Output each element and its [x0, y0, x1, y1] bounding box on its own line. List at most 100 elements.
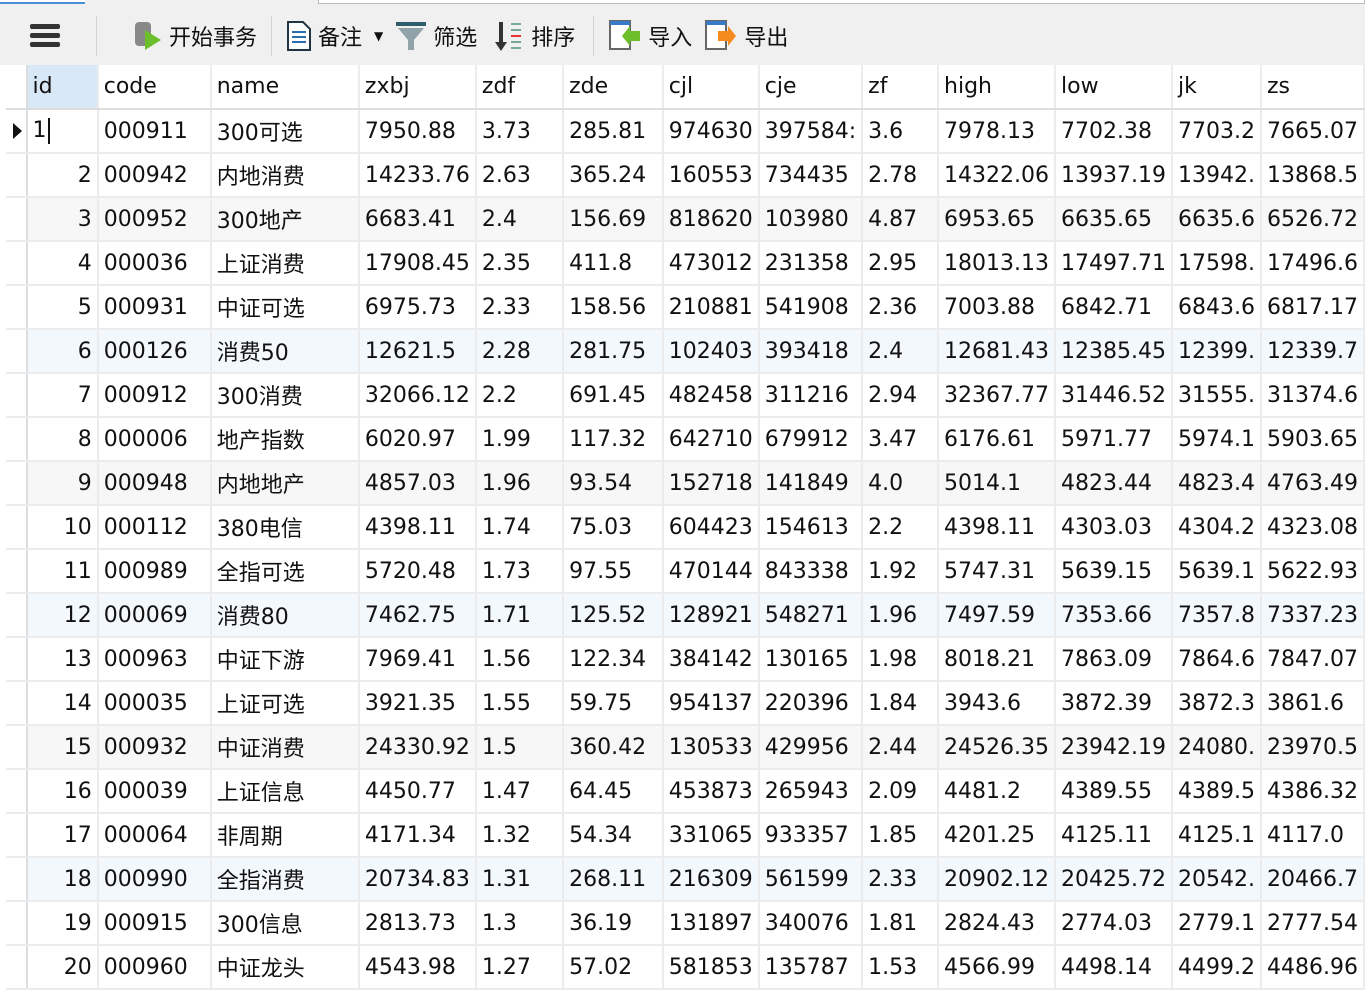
cell-zde[interactable]: 64.45: [563, 769, 664, 814]
cell-id[interactable]: 12: [26, 593, 99, 638]
cell-cje[interactable]: 220396: [758, 681, 864, 726]
cell-cje[interactable]: 141849: [758, 461, 864, 506]
row-selector[interactable]: [6, 725, 28, 770]
cell-cje[interactable]: 393418: [758, 329, 864, 374]
cell-id[interactable]: 2: [26, 153, 99, 198]
filter-button[interactable]: 筛选: [391, 14, 481, 58]
cell-cjl[interactable]: 130533: [662, 725, 760, 770]
cell-code[interactable]: 000932: [97, 725, 212, 770]
row-selector[interactable]: [6, 681, 28, 726]
cell-name[interactable]: 中证可选: [210, 285, 360, 330]
cell-zf[interactable]: 1.53: [862, 945, 940, 990]
table-row[interactable]: 5 000931 中证可选 6975.73 2.33 158.56 210881 541908…: [6, 285, 1365, 330]
chevron-down-icon[interactable]: ▼: [374, 28, 384, 43]
cell-code[interactable]: 000112: [97, 505, 212, 550]
column-header-zde[interactable]: zde: [563, 65, 664, 110]
cell-cje[interactable]: 843338: [758, 549, 864, 594]
cell-zf[interactable]: 2.36: [862, 285, 940, 330]
export-button[interactable]: 导出: [700, 14, 796, 58]
cell-high[interactable]: 7003.88: [938, 285, 1056, 330]
cell-cje[interactable]: 429956: [758, 725, 864, 770]
cell-zxbj[interactable]: 6975.73: [358, 285, 477, 330]
cell-zxbj[interactable]: 12621.5: [358, 329, 477, 374]
cell-high[interactable]: 2824.43: [938, 901, 1056, 946]
cell-low[interactable]: 31446.52: [1055, 373, 1173, 418]
cell-name[interactable]: 300信息: [210, 901, 360, 946]
cell-low[interactable]: 2774.03: [1055, 901, 1173, 946]
cell-code[interactable]: 000960: [97, 945, 212, 990]
cell-zde[interactable]: 285.81: [563, 109, 664, 154]
menu-button[interactable]: [0, 14, 90, 58]
cell-name[interactable]: 300地产: [210, 197, 360, 242]
cell-cje[interactable]: 933357: [758, 813, 864, 858]
cell-id[interactable]: 20: [26, 945, 99, 990]
cell-zde[interactable]: 281.75: [563, 329, 664, 374]
cell-code[interactable]: 000963: [97, 637, 212, 682]
cell-zxbj[interactable]: 32066.12: [358, 373, 477, 418]
cell-jk[interactable]: 7703.2: [1171, 109, 1262, 154]
cell-jk[interactable]: 7357.8: [1171, 593, 1262, 638]
cell-high[interactable]: 5747.31: [938, 549, 1056, 594]
cell-code[interactable]: 000036: [97, 241, 212, 286]
cell-jk[interactable]: 7864.6: [1171, 637, 1262, 682]
column-header-cjl[interactable]: cjl: [662, 65, 760, 110]
cell-cjl[interactable]: 473012: [662, 241, 760, 286]
cell-code[interactable]: 000990: [97, 857, 212, 902]
cell-code[interactable]: 000911: [97, 109, 212, 154]
cell-name[interactable]: 上证可选: [210, 681, 360, 726]
column-header-cje[interactable]: cje: [758, 65, 864, 110]
cell-zdf[interactable]: 2.35: [475, 241, 565, 286]
cell-zdf[interactable]: 2.4: [475, 197, 565, 242]
cell-low[interactable]: 3872.39: [1055, 681, 1173, 726]
column-header-low[interactable]: low: [1055, 65, 1173, 110]
cell-zf[interactable]: 3.6: [862, 109, 940, 154]
table-row[interactable]: 14 000035 上证可选 3921.35 1.55 59.75 954137 220396…: [6, 681, 1365, 726]
cell-jk[interactable]: 3872.3: [1171, 681, 1262, 726]
table-row[interactable]: 6 000126 消费50 12621.5 2.28 281.75 102403 393418…: [6, 329, 1365, 374]
cell-low[interactable]: 17497.71: [1055, 241, 1173, 286]
cell-zdf[interactable]: 1.5: [475, 725, 565, 770]
cell-zs[interactable]: 4763.49: [1260, 461, 1365, 506]
column-header-high[interactable]: high: [938, 65, 1056, 110]
cell-zs[interactable]: 12339.7: [1260, 329, 1365, 374]
row-selector[interactable]: [6, 329, 28, 374]
cell-zs[interactable]: 5622.93: [1260, 549, 1365, 594]
cell-name[interactable]: 380电信: [210, 505, 360, 550]
cell-high[interactable]: 6176.61: [938, 417, 1056, 462]
cell-name[interactable]: 中证下游: [210, 637, 360, 682]
table-row[interactable]: 8 000006 地产指数 6020.97 1.99 117.32 642710 679912…: [6, 417, 1365, 462]
table-row[interactable]: 11 000989 全指可选 5720.48 1.73 97.55 470144 843338…: [6, 549, 1365, 594]
cell-cjl[interactable]: 470144: [662, 549, 760, 594]
cell-zf[interactable]: 2.94: [862, 373, 940, 418]
cell-high[interactable]: 24526.35: [938, 725, 1056, 770]
cell-zs[interactable]: 4323.08: [1260, 505, 1365, 550]
column-header-name[interactable]: name: [210, 65, 360, 110]
cell-name[interactable]: 消费50: [210, 329, 360, 374]
cell-id[interactable]: 18: [26, 857, 99, 902]
cell-name[interactable]: 上证信息: [210, 769, 360, 814]
cell-low[interactable]: 7353.66: [1055, 593, 1173, 638]
cell-zf[interactable]: 2.09: [862, 769, 940, 814]
cell-zdf[interactable]: 2.63: [475, 153, 565, 198]
cell-zxbj[interactable]: 4857.03: [358, 461, 477, 506]
table-row[interactable]: 2 000942 内地消费 14233.76 2.63 365.24 160553 73443…: [6, 153, 1365, 198]
cell-low[interactable]: 4498.14: [1055, 945, 1173, 990]
column-header-id[interactable]: id: [26, 65, 99, 110]
cell-high[interactable]: 7978.13: [938, 109, 1056, 154]
cell-cjl[interactable]: 974630: [662, 109, 760, 154]
cell-zs[interactable]: 7847.07: [1260, 637, 1365, 682]
cell-zdf[interactable]: 1.73: [475, 549, 565, 594]
cell-low[interactable]: 23942.19: [1055, 725, 1173, 770]
cell-jk[interactable]: 5974.1: [1171, 417, 1262, 462]
row-selector[interactable]: [6, 373, 28, 418]
cell-cje[interactable]: 265943: [758, 769, 864, 814]
cell-zf[interactable]: 3.47: [862, 417, 940, 462]
table-row[interactable]: 18 000990 全指消费 20734.83 1.31 268.11 216309 5615…: [6, 857, 1365, 902]
cell-cjl[interactable]: 128921: [662, 593, 760, 638]
cell-zf[interactable]: 1.96: [862, 593, 940, 638]
column-header-zs[interactable]: zs: [1260, 65, 1365, 110]
row-selector[interactable]: [6, 461, 28, 506]
cell-jk[interactable]: 2779.1: [1171, 901, 1262, 946]
cell-zde[interactable]: 360.42: [563, 725, 664, 770]
cell-cjl[interactable]: 453873: [662, 769, 760, 814]
